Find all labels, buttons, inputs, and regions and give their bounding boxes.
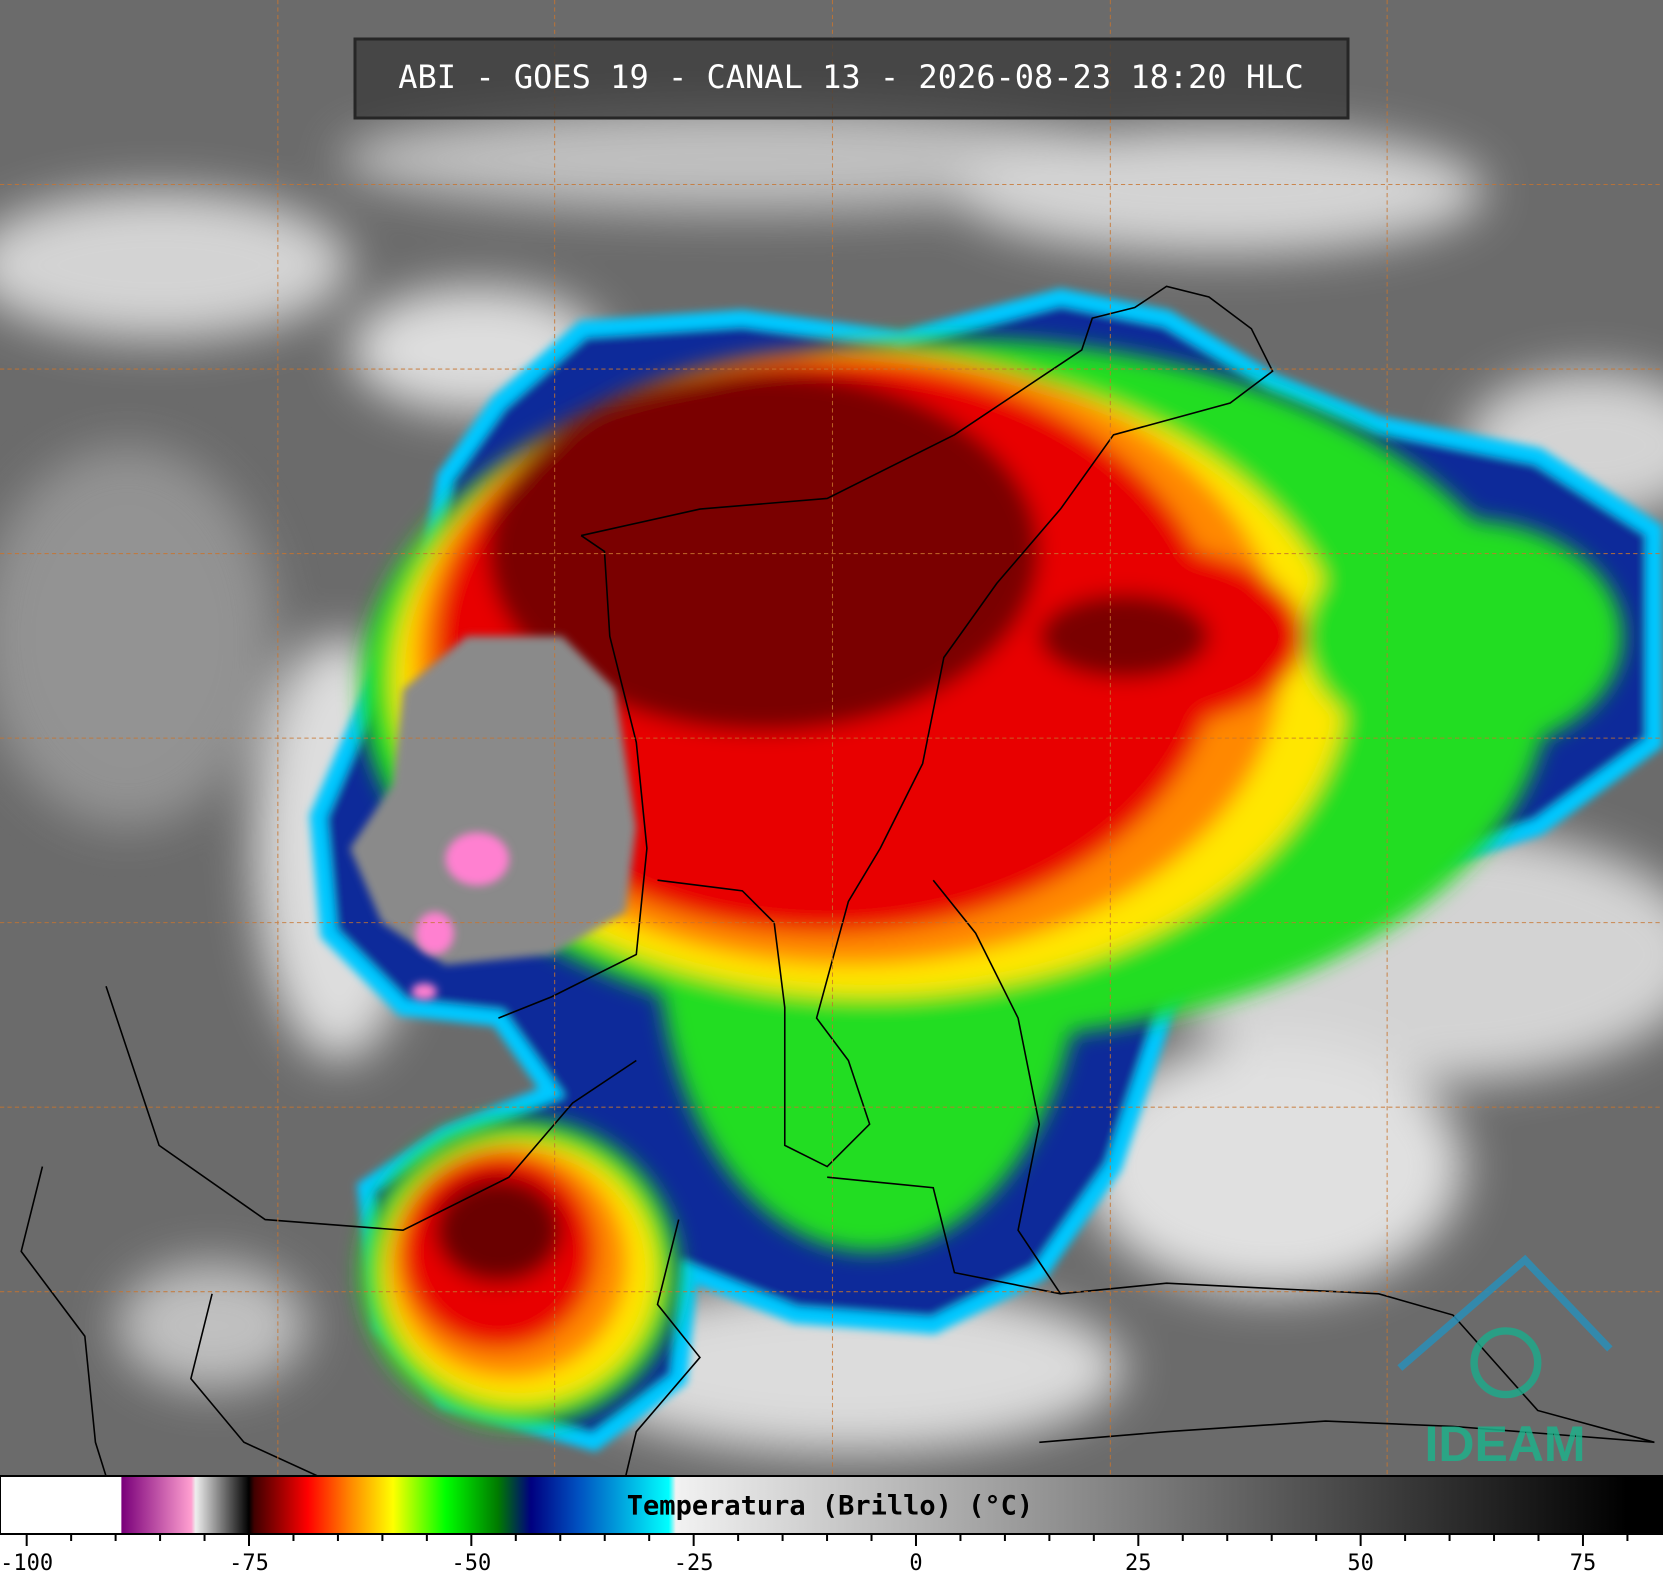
tick-label: 50: [1347, 1551, 1374, 1576]
colorbar: [0, 1475, 1663, 1535]
overshooting-top: [349, 636, 637, 966]
logo-mark: [1397, 1254, 1613, 1399]
title: ABI - GOES 19 - CANAL 13 - 2026-08-23 18…: [398, 58, 1303, 96]
title-box: [353, 37, 1350, 120]
imagery: [0, 0, 1663, 1476]
tick-label: -25: [674, 1551, 714, 1576]
graticule: [0, 0, 1663, 1476]
tick-label: -100: [0, 1551, 53, 1576]
tick-label: -75: [229, 1551, 269, 1576]
tick-label: 0: [909, 1551, 922, 1576]
coldest-cores: [411, 832, 510, 1001]
satellite-map: ABI - GOES 19 - CANAL 13 - 2026-08-23 18…: [0, 0, 1663, 1476]
cloud-top-core: [360, 339, 1623, 1427]
tick-label: 25: [1125, 1551, 1152, 1576]
tick-label: -50: [451, 1551, 491, 1576]
colorbar-label: Temperatura (Brillo) (°C): [627, 1491, 1033, 1522]
tick-label: 75: [1570, 1551, 1597, 1576]
colorbar-group: Temperatura (Brillo) (°C) -100 -75 -50 -25 0 2…: [0, 1475, 1663, 1576]
borders: [20, 285, 1655, 1476]
logo-text: IDEAM: [1424, 1416, 1585, 1472]
